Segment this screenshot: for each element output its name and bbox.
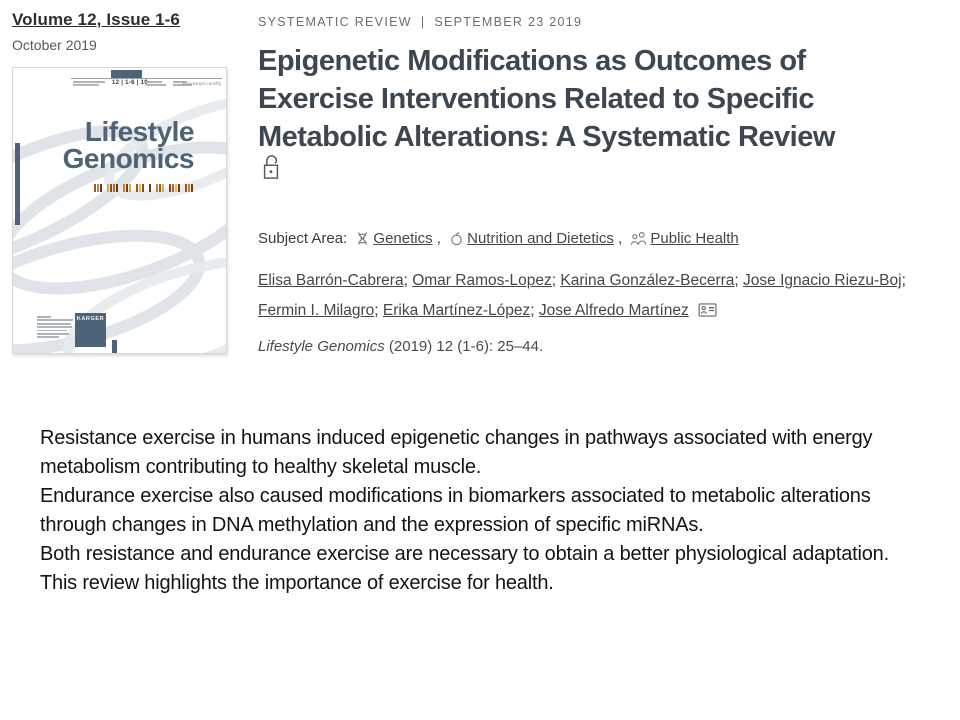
subject-link-public-health[interactable]: Public Health bbox=[650, 230, 739, 247]
article-title: Epigenetic Modifications as Outcomes of … bbox=[258, 42, 835, 156]
subject-separator: , bbox=[432, 230, 446, 247]
people-icon bbox=[630, 231, 647, 250]
highlight-paragraph: Both resistance and endurance exercise a… bbox=[40, 543, 889, 565]
cover-color-barcode bbox=[94, 184, 194, 192]
cover-website: www.karger.com/lfg bbox=[181, 81, 221, 86]
cover-masthead-rule bbox=[71, 78, 222, 79]
author-separator: ; bbox=[403, 272, 413, 289]
open-access-unlock-icon bbox=[260, 153, 282, 188]
author-list: Elisa Barrón-Cabrera; Omar Ramos-Lopez; … bbox=[258, 266, 958, 328]
author-link[interactable]: Karina González-Becerra bbox=[560, 272, 735, 289]
author-link[interactable]: Jose Alfredo Martínez bbox=[538, 302, 689, 319]
author-link[interactable]: Fermin I. Milagro bbox=[258, 302, 375, 319]
author-separator: ; bbox=[530, 302, 539, 319]
article-type: SYSTEMATIC REVIEW bbox=[258, 15, 412, 29]
cover-left-accent-bar bbox=[15, 143, 20, 225]
article-title-line: Epigenetic Modifications as Outcomes of bbox=[258, 45, 806, 77]
author-link[interactable]: Elisa Barrón-Cabrera bbox=[258, 272, 404, 289]
cover-masthead-col1 bbox=[146, 81, 166, 88]
article-title-line: Metabolic Alterations: A Systematic Revi… bbox=[258, 121, 835, 153]
cover-ribbon-art bbox=[13, 95, 226, 353]
cover-journal-title: Lifestyle Genomics bbox=[62, 116, 195, 174]
issue-date: October 2019 bbox=[12, 37, 97, 53]
highlight-paragraph: This review highlights the importance of… bbox=[40, 572, 554, 594]
citation-line: Lifestyle Genomics (2019) 12 (1-6): 25–4… bbox=[258, 338, 543, 355]
subject-area-label: Subject Area: bbox=[258, 230, 348, 247]
citation-details: (2019) 12 (1-6): 25–44. bbox=[384, 338, 544, 355]
cover-masthead-left-text bbox=[73, 81, 105, 88]
author-separator: ; bbox=[374, 302, 383, 319]
meta-separator: | bbox=[420, 15, 426, 29]
cover-editor-list bbox=[37, 316, 73, 340]
cover-top-tab bbox=[111, 70, 142, 78]
key-findings-summary: Resistance exercise in humans induced ep… bbox=[40, 424, 892, 598]
cover-title-line1: Lifestyle bbox=[84, 116, 195, 147]
citation-journal-name: Lifestyle Genomics bbox=[258, 338, 385, 355]
publish-date: SEPTEMBER 23 2019 bbox=[434, 15, 583, 29]
author-separator: ; bbox=[734, 272, 744, 289]
karger-logo-text: KARGER bbox=[76, 316, 105, 322]
highlight-paragraph: Endurance exercise also caused modificat… bbox=[40, 485, 871, 536]
author-separator: ; bbox=[901, 272, 906, 289]
volume-issue-link[interactable]: Volume 12, Issue 1-6 bbox=[12, 10, 180, 29]
article-title-line: Exercise Interventions Related to Specif… bbox=[258, 83, 814, 115]
subject-link-genetics[interactable]: Genetics bbox=[373, 230, 433, 247]
subject-separator: , bbox=[613, 230, 627, 247]
cover-title-line2: Genomics bbox=[62, 143, 195, 174]
cover-masthead-col2 bbox=[173, 81, 193, 88]
journal-cover[interactable]: 12 | 1-6 | 19 www.karger.com/lfg Lifesty… bbox=[12, 67, 227, 354]
author-link[interactable]: Erika Martínez-López bbox=[382, 302, 531, 319]
issue-panel: Volume 12, Issue 1-6 October 2019 bbox=[12, 10, 228, 354]
karger-logo: KARGER bbox=[75, 313, 106, 347]
cover-bottom-accent-bar bbox=[112, 340, 117, 353]
highlight-paragraph: Resistance exercise in humans induced ep… bbox=[40, 427, 873, 478]
apple-icon bbox=[449, 231, 464, 250]
subject-area-row: Subject Area: Genetics , Nutrition and D… bbox=[258, 230, 739, 250]
author-separator: ; bbox=[551, 272, 561, 289]
subject-link-nutrition-and-dietetics[interactable]: Nutrition and Dietetics bbox=[467, 230, 614, 247]
cover-issue-numbers: 12 | 1-6 | 19 bbox=[112, 80, 148, 86]
article-meta-row: SYSTEMATIC REVIEW | SEPTEMBER 23 2019 bbox=[258, 15, 582, 29]
author-link[interactable]: Jose Ignacio Riezu-Boj bbox=[743, 272, 902, 289]
contact-card-icon[interactable] bbox=[694, 303, 717, 321]
article-header: SYSTEMATIC REVIEW | SEPTEMBER 23 2019 Epig… bbox=[258, 12, 958, 382]
dna-icon bbox=[355, 231, 370, 250]
author-link[interactable]: Omar Ramos-Lopez bbox=[412, 272, 552, 289]
